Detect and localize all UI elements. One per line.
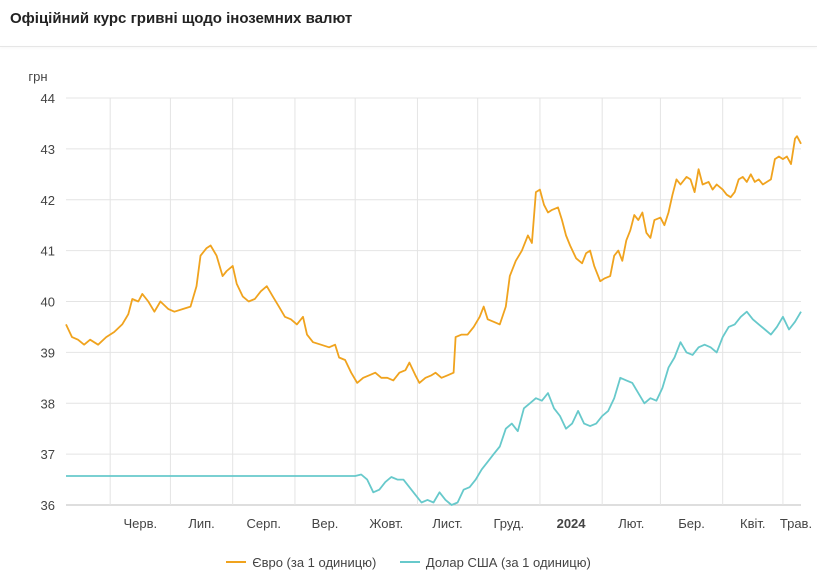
x-tick-label: Лист. (432, 516, 462, 531)
y-tick-label: 44 (41, 91, 55, 106)
legend-item-usd[interactable]: Долар США (за 1 одиницю) (399, 554, 591, 570)
legend-label-usd: Долар США (за 1 одиницю) (425, 554, 591, 570)
x-tick-label: Трав. (780, 516, 812, 531)
y-tick-label: 43 (41, 142, 55, 157)
series-line-euro (65, 135, 802, 384)
y-tick-label: 36 (41, 498, 55, 513)
title-divider (0, 46, 817, 47)
y-tick-label: 38 (41, 396, 55, 411)
y-axis-unit-label: грн (28, 69, 47, 84)
y-tick-label: 42 (41, 193, 55, 208)
x-tick-label: Груд. (493, 516, 524, 531)
exchange-rate-chart: грн 36 37 38 39 40 41 42 43 44 Черв. Лип. Серп. Вер. Ж… (28, 69, 812, 531)
x-tick-label: Квіт. (740, 516, 766, 531)
x-tick-label: Вер. (312, 516, 339, 531)
legend-label-euro: Євро (за 1 одиницю) (252, 554, 377, 570)
y-tick-label: 40 (41, 295, 55, 310)
legend-swatch-euro (226, 561, 247, 563)
x-tick-label: Жовт. (369, 516, 403, 531)
x-tick-label: 2024 (557, 516, 587, 531)
chart-title: Офіційний курс гривні щодо іноземних вал… (10, 10, 353, 27)
series-line-usd (66, 310, 802, 506)
x-tick-label: Лют. (618, 516, 644, 531)
series-layer (65, 135, 802, 506)
grid-layer (66, 97, 801, 506)
y-tick-label: 39 (41, 345, 55, 360)
axis-layer: грн 36 37 38 39 40 41 42 43 44 Черв. Лип. Серп. Вер. Ж… (28, 69, 812, 531)
x-tick-label: Бер. (678, 516, 705, 531)
legend-swatch-usd (399, 561, 420, 563)
x-tick-label: Черв. (123, 516, 157, 531)
x-tick-label: Серп. (247, 516, 282, 531)
y-tick-label: 37 (41, 447, 55, 462)
x-tick-label: Лип. (188, 516, 214, 531)
y-tick-label: 41 (41, 244, 55, 259)
chart-legend: Євро (за 1 одиницю) Долар США (за 1 один… (0, 551, 817, 570)
legend-item-euro[interactable]: Євро (за 1 одиницю) (226, 555, 376, 570)
